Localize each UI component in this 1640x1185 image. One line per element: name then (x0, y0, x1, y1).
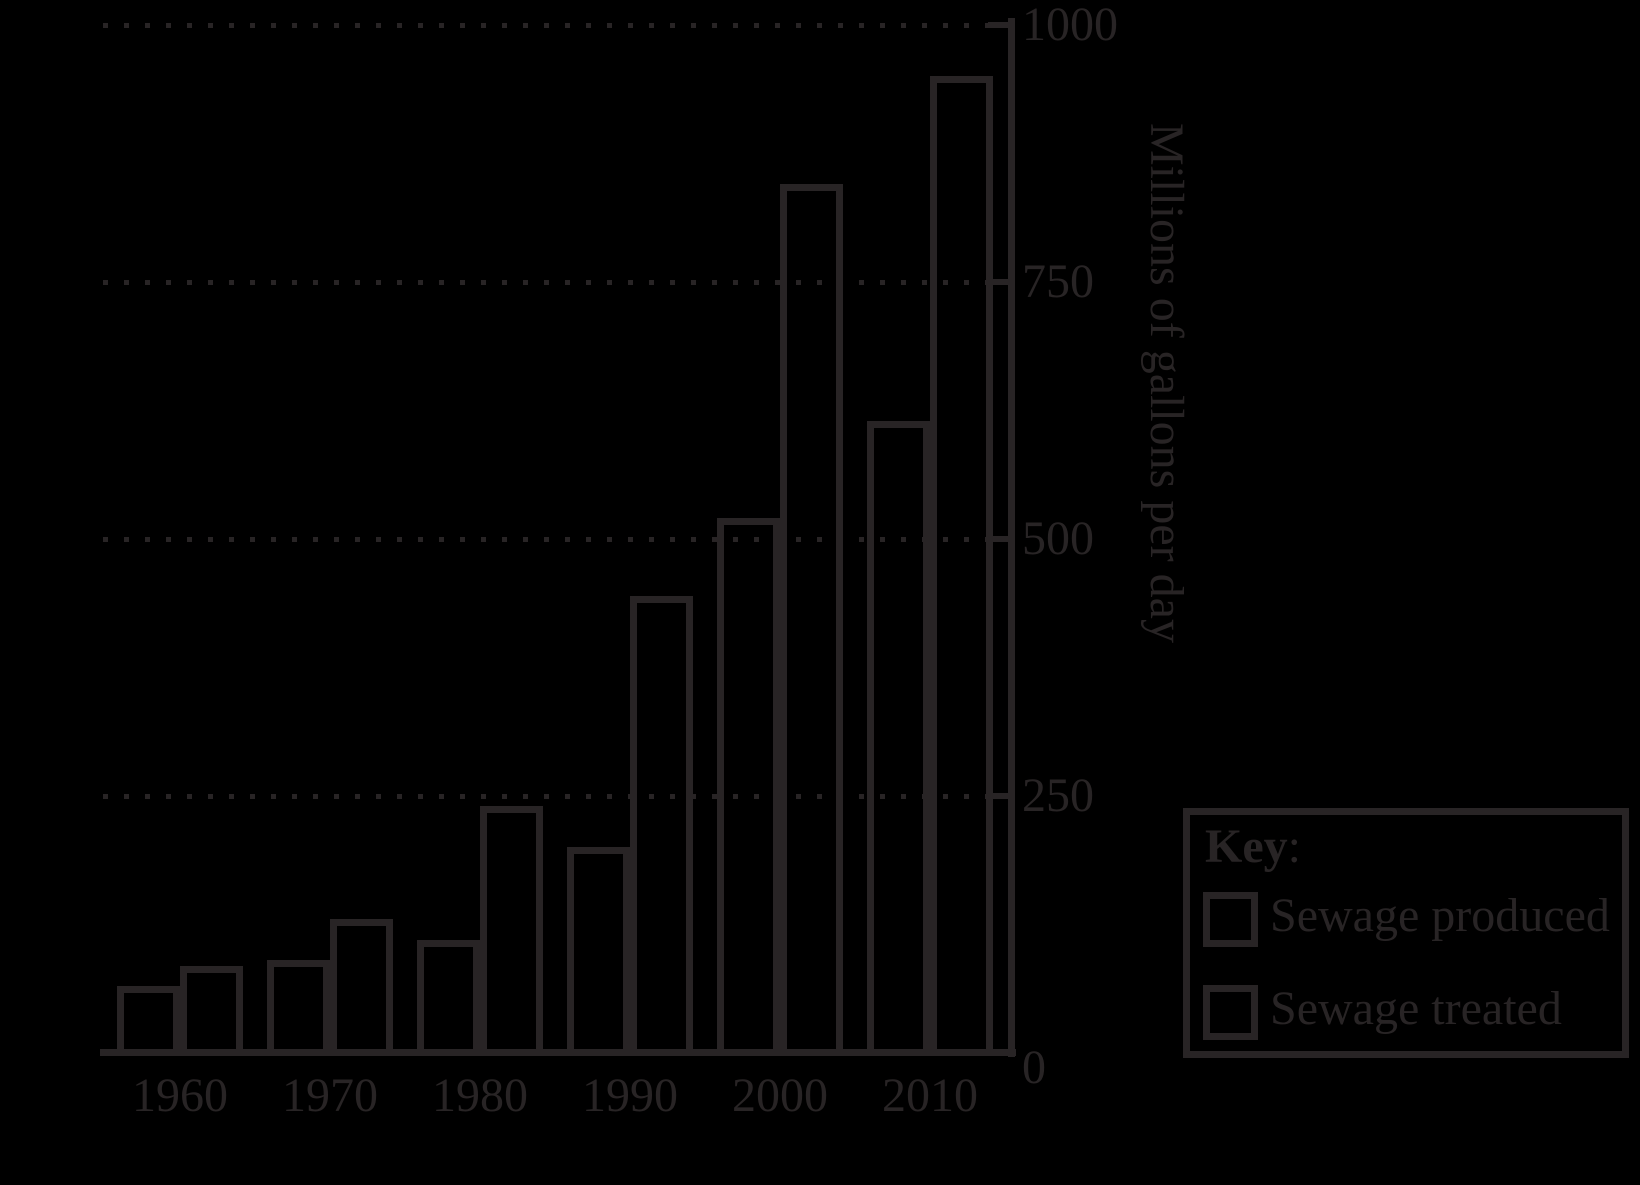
bar-1960-sewage-produced (117, 986, 180, 1056)
y-axis-tick-500 (988, 536, 1008, 542)
bar-2000-sewage-produced (717, 518, 780, 1056)
y-axis (1008, 18, 1015, 1057)
bar-1990-sewage-produced (567, 847, 630, 1056)
gridline-750 (103, 280, 1008, 285)
y-axis-tick-250 (988, 793, 1008, 799)
gridline-250 (103, 794, 1008, 799)
legend-label-sewage-treated: Sewage treated (1270, 982, 1562, 1035)
legend-swatch-sewage-produced (1203, 892, 1258, 947)
y-tick-label-250: 250 (1022, 769, 1094, 822)
x-axis (100, 1049, 1016, 1056)
y-axis-tick-1000 (988, 22, 1008, 28)
gridline-1000 (103, 23, 1008, 28)
bar-1960-sewage-treated (180, 966, 243, 1056)
legend-title-colon: : (1287, 820, 1301, 873)
bar-1970-sewage-produced (267, 960, 330, 1056)
bar-1970-sewage-treated (330, 919, 393, 1056)
bar-2010-sewage-produced (867, 421, 930, 1056)
gridline-500 (103, 537, 1008, 542)
y-tick-label-750: 750 (1022, 255, 1094, 308)
x-tick-label-1960: 1960 (132, 1069, 228, 1122)
y-tick-label-1000: 1000 (1022, 0, 1118, 51)
legend-title-text: Key (1205, 820, 1288, 873)
x-tick-label-1970: 1970 (282, 1069, 378, 1122)
x-tick-label-1990: 1990 (582, 1069, 678, 1122)
bar-1980-sewage-produced (417, 940, 480, 1056)
x-tick-label-2010: 2010 (882, 1069, 978, 1122)
bar-2000-sewage-treated (780, 184, 843, 1056)
y-tick-label-500: 500 (1022, 512, 1094, 565)
y-tick-label-0: 0 (1022, 1041, 1046, 1094)
legend-title: Key: (1205, 820, 1301, 874)
x-tick-label-2000: 2000 (732, 1069, 828, 1122)
legend-swatch-sewage-treated (1203, 985, 1258, 1040)
bar-2010-sewage-treated (930, 76, 993, 1056)
y-axis-title: Millions of gallons per day (1140, 123, 1193, 643)
legend-label-sewage-produced: Sewage produced (1270, 889, 1610, 942)
bar-1980-sewage-treated (480, 806, 543, 1056)
y-axis-tick-750 (988, 279, 1008, 285)
legend-box: Key: Sewage produced Sewage treated (1183, 808, 1629, 1058)
x-tick-label-1980: 1980 (432, 1069, 528, 1122)
bar-1990-sewage-treated (630, 596, 693, 1056)
